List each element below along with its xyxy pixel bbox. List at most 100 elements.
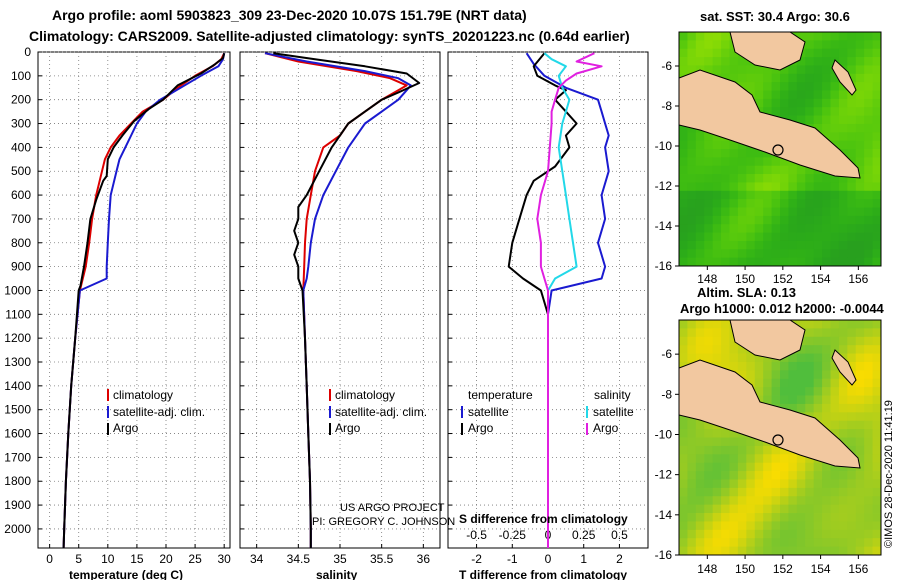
heatmap-cell (864, 521, 873, 531)
heatmap-cell (847, 479, 857, 489)
heatmap-cell (872, 513, 881, 522)
heatmap-cell (695, 538, 705, 547)
heatmap-cell (763, 82, 772, 91)
heatmap-cell (695, 546, 705, 555)
heatmap-cell (805, 82, 815, 91)
heatmap-cell (704, 215, 714, 225)
heatmap-cell (864, 496, 873, 506)
heatmap-cell (687, 249, 697, 259)
heatmap-cell (729, 48, 739, 58)
heatmap-cell (838, 249, 848, 259)
heatmap-cell (771, 65, 781, 75)
heatmap-cell (687, 454, 697, 464)
heatmap-cell (805, 199, 815, 208)
heatmap-cell (754, 378, 764, 388)
heatmap-cell (754, 353, 764, 363)
map-x-tick-label: 148 (697, 562, 717, 576)
heatmap-cell (721, 48, 730, 58)
pressure-tick-label: 200 (11, 93, 31, 107)
heatmap-cell (822, 320, 831, 329)
heatmap-cell (813, 240, 823, 250)
heatmap-cell (822, 538, 831, 547)
difference-xlabel-top: S difference from climatology (459, 512, 628, 526)
heatmap-cell (763, 361, 772, 371)
heatmap-cell (864, 487, 873, 497)
heatmap-cell (679, 353, 688, 363)
heatmap-cell (763, 513, 772, 522)
heatmap-cell (754, 361, 764, 371)
new-britain-land (729, 320, 806, 361)
heatmap-cell (796, 454, 806, 464)
heatmap-cell (838, 395, 848, 405)
heatmap-cell (855, 479, 865, 489)
heatmap-cell (737, 182, 747, 192)
heatmap-cell (838, 215, 848, 225)
heatmap-cell (813, 257, 823, 266)
heatmap-cell (771, 378, 781, 388)
heatmap-cell (864, 115, 873, 125)
heatmap-cell (822, 132, 831, 142)
heatmap-cell (704, 437, 714, 447)
heatmap-cell (679, 140, 688, 150)
heatmap-cell (771, 529, 781, 539)
heatmap-cell (830, 487, 840, 497)
heatmap-cell (872, 190, 881, 200)
heatmap-cell (796, 479, 806, 489)
heatmap-cell (838, 98, 848, 108)
heatmap-cell (729, 224, 739, 233)
heatmap-cell (763, 199, 772, 208)
heatmap-cell (796, 90, 806, 100)
heatmap-cell (704, 190, 714, 200)
heatmap-cell (788, 462, 798, 472)
heatmap-cell (788, 165, 798, 175)
heatmap-cell (771, 182, 781, 192)
heatmap-cell (771, 90, 781, 100)
heatmap-cell (754, 249, 764, 259)
heatmap-cell (721, 257, 730, 266)
heatmap-cell (796, 65, 806, 75)
heatmap-cell (704, 471, 714, 480)
heatmap-cell (805, 529, 815, 539)
heatmap-cell (712, 345, 722, 354)
map-y-tick-label: -16 (655, 259, 673, 273)
heatmap-cell (771, 190, 781, 200)
heatmap-cell (805, 521, 815, 531)
heatmap-cell (813, 215, 823, 225)
heatmap-cell (721, 40, 730, 50)
heatmap-cell (872, 149, 881, 158)
heatmap-cell (771, 240, 781, 250)
series-group (62, 52, 226, 548)
heatmap-cell (763, 65, 772, 75)
heatmap-cell (855, 215, 865, 225)
heatmap-cell (737, 190, 747, 200)
heatmap-cell (687, 529, 697, 539)
heatmap-cell (864, 345, 873, 354)
heatmap-cell (788, 361, 798, 371)
heatmap-cell (822, 403, 831, 413)
heatmap-cell (729, 345, 739, 354)
heatmap-cell (813, 529, 823, 539)
heatmap-cell (679, 529, 688, 539)
heatmap-cell (855, 538, 865, 547)
heatmap-cell (754, 73, 764, 83)
heatmap-cell (721, 538, 730, 547)
heatmap-cell (687, 487, 697, 497)
heatmap-cell (838, 207, 848, 217)
heatmap-cell (679, 190, 688, 200)
heatmap-cell (679, 257, 688, 266)
heatmap-cell (864, 395, 873, 405)
heatmap-cell (695, 513, 705, 522)
heatmap-cell (754, 199, 764, 208)
heatmap-cell (679, 65, 688, 75)
heatmap-cell (704, 328, 714, 338)
heatmap-cell (855, 420, 865, 430)
heatmap-cell (796, 98, 806, 108)
heatmap-cell (813, 387, 823, 396)
heatmap-cell (763, 207, 772, 217)
heatmap-cell (771, 395, 781, 405)
heatmap-cell (822, 361, 831, 371)
pressure-tick-label: 1500 (4, 403, 31, 417)
legend-label-argo: Argo (113, 421, 139, 435)
map-x-tick-label: 150 (735, 272, 755, 286)
heatmap-cell (847, 224, 857, 233)
